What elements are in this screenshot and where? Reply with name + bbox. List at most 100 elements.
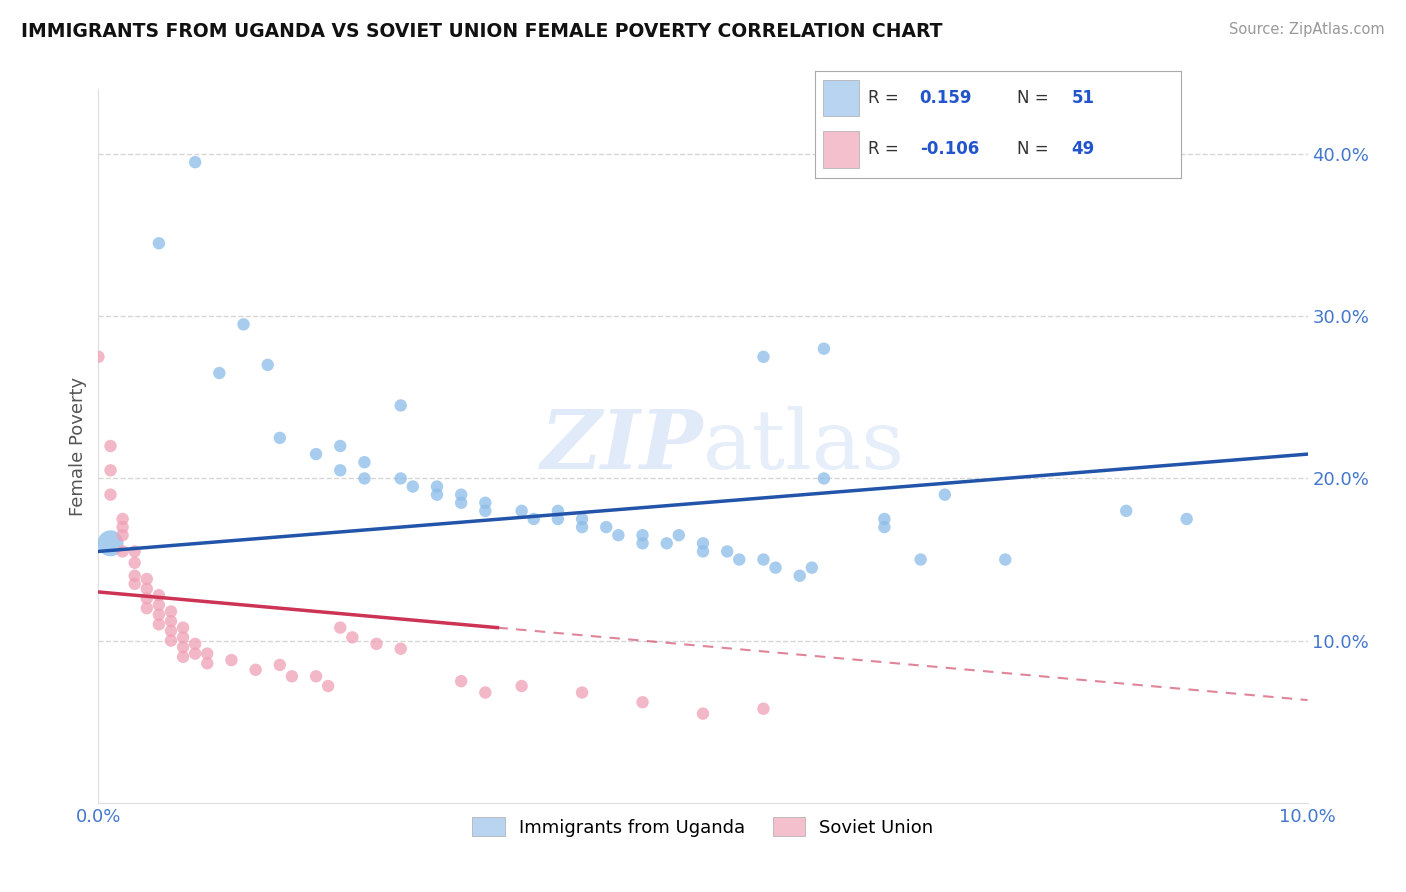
Point [329, 621, 352, 635]
Point [135, 582, 157, 596]
Point [269, 431, 291, 445]
Text: 51: 51 [1071, 89, 1094, 107]
Point [474, 685, 496, 699]
Point [873, 520, 896, 534]
Point [111, 528, 134, 542]
Point [160, 614, 183, 628]
Point [668, 528, 690, 542]
Point [389, 399, 412, 413]
Point [172, 621, 194, 635]
Point [607, 528, 630, 542]
Point [305, 669, 328, 683]
Point [135, 601, 157, 615]
Point [148, 607, 170, 622]
Point [547, 504, 569, 518]
Point [135, 572, 157, 586]
Point [221, 653, 243, 667]
Text: N =: N = [1017, 89, 1047, 107]
Point [547, 512, 569, 526]
Point [389, 471, 412, 485]
Point [450, 496, 472, 510]
Point [124, 556, 146, 570]
Point [692, 706, 714, 721]
Point [728, 552, 751, 566]
Point [172, 649, 194, 664]
Point [111, 520, 134, 534]
Text: IMMIGRANTS FROM UGANDA VS SOVIET UNION FEMALE POVERTY CORRELATION CHART: IMMIGRANTS FROM UGANDA VS SOVIET UNION F… [21, 22, 942, 41]
Text: ZIP: ZIP [540, 406, 703, 486]
Point [813, 342, 835, 356]
Point [100, 439, 122, 453]
Text: R =: R = [869, 89, 900, 107]
Point [389, 641, 412, 656]
Point [752, 552, 775, 566]
Point [426, 488, 449, 502]
FancyBboxPatch shape [823, 80, 859, 116]
Point [184, 647, 207, 661]
Point [1175, 512, 1198, 526]
Point [111, 512, 134, 526]
Point [160, 633, 183, 648]
Point [172, 631, 194, 645]
Point [160, 604, 183, 618]
Point [124, 577, 146, 591]
Point [195, 657, 218, 671]
Point [571, 512, 593, 526]
Point [148, 236, 170, 251]
Point [631, 528, 654, 542]
Point [402, 479, 425, 493]
Point [595, 520, 617, 534]
Point [172, 640, 194, 654]
Point [245, 663, 267, 677]
Point [305, 447, 328, 461]
Point [148, 617, 170, 632]
Point [366, 637, 388, 651]
Point [692, 544, 714, 558]
Point [269, 657, 291, 672]
Point [316, 679, 339, 693]
Point [342, 631, 364, 645]
Point [752, 350, 775, 364]
Point [353, 471, 375, 485]
Point [100, 488, 122, 502]
Point [571, 520, 593, 534]
Y-axis label: Female Poverty: Female Poverty [69, 376, 87, 516]
Point [426, 479, 449, 493]
Point [631, 695, 654, 709]
Point [195, 647, 218, 661]
Point [789, 568, 811, 582]
Point [692, 536, 714, 550]
Point [873, 512, 896, 526]
Point [281, 669, 304, 683]
Text: N =: N = [1017, 141, 1047, 159]
Point [510, 504, 533, 518]
Point [571, 685, 593, 699]
Point [148, 598, 170, 612]
FancyBboxPatch shape [823, 131, 859, 168]
Text: -0.106: -0.106 [920, 141, 979, 159]
Text: 0.159: 0.159 [920, 89, 972, 107]
Point [160, 624, 183, 638]
Point [765, 560, 787, 574]
Point [111, 544, 134, 558]
Point [329, 439, 352, 453]
Point [752, 702, 775, 716]
Point [800, 560, 823, 574]
Text: 49: 49 [1071, 141, 1095, 159]
Point [100, 463, 122, 477]
Point [124, 568, 146, 582]
Point [184, 155, 207, 169]
Point [813, 471, 835, 485]
Point [934, 488, 956, 502]
Point [716, 544, 738, 558]
Text: Source: ZipAtlas.com: Source: ZipAtlas.com [1229, 22, 1385, 37]
Legend: Immigrants from Uganda, Soviet Union: Immigrants from Uganda, Soviet Union [465, 810, 941, 844]
Point [135, 591, 157, 606]
Text: atlas: atlas [703, 406, 905, 486]
Point [450, 488, 472, 502]
Point [353, 455, 375, 469]
Point [450, 674, 472, 689]
Point [329, 463, 352, 477]
Point [655, 536, 678, 550]
Point [148, 588, 170, 602]
